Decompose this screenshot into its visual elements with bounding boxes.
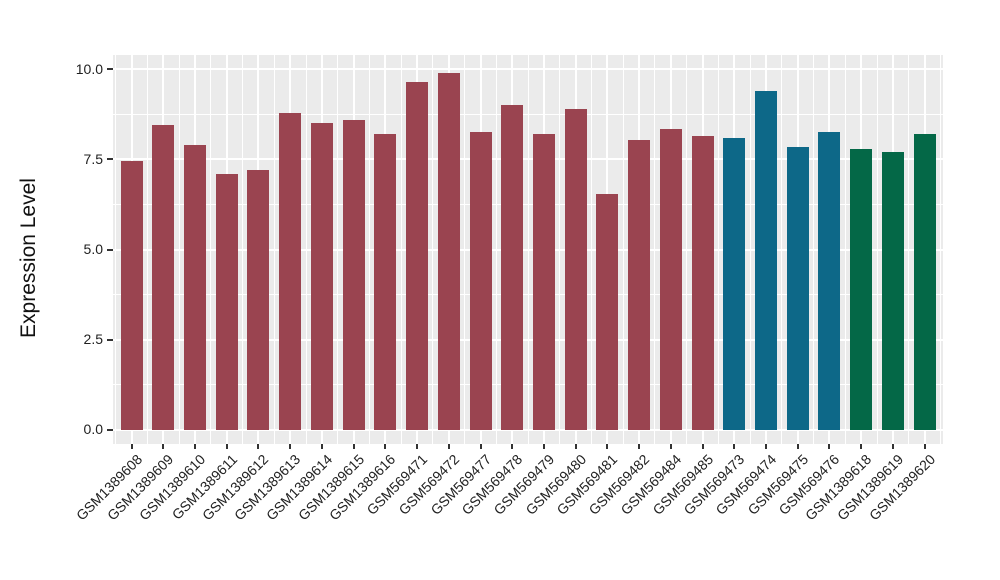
- bar: [374, 134, 397, 430]
- bar: [786, 146, 809, 430]
- bar: [881, 152, 904, 430]
- x-tick-mark: [162, 444, 165, 449]
- bar: [913, 134, 936, 430]
- x-tick-mark: [320, 444, 323, 449]
- bar: [532, 134, 555, 430]
- x-tick-mark: [194, 444, 197, 449]
- x-tick-mark: [796, 444, 799, 449]
- gridline-major-h: [113, 248, 943, 251]
- y-tick-label: 2.5: [83, 331, 103, 348]
- x-tick-mark: [701, 444, 704, 449]
- gridline-major-h: [113, 428, 943, 431]
- gridline-major-h: [113, 68, 943, 71]
- x-tick-mark: [130, 444, 133, 449]
- gridline-major-h: [113, 338, 943, 341]
- y-tick-label: 10.0: [75, 60, 103, 77]
- bar: [437, 73, 460, 430]
- y-tick-mark: [107, 68, 113, 71]
- x-tick-mark: [860, 444, 863, 449]
- bar: [628, 139, 651, 430]
- y-tick-label: 7.5: [83, 150, 103, 167]
- y-tick-mark: [107, 248, 113, 251]
- bar: [564, 109, 587, 430]
- y-axis-title: Expression Level: [17, 178, 40, 338]
- x-tick-mark: [733, 444, 736, 449]
- x-tick-mark: [257, 444, 260, 449]
- bar: [279, 112, 302, 430]
- plot-panel: [113, 55, 943, 444]
- x-tick-mark: [479, 444, 482, 449]
- y-tick-label: 5.0: [83, 241, 103, 257]
- y-tick-mark: [107, 338, 113, 341]
- x-tick-mark: [416, 444, 419, 449]
- x-tick-mark: [923, 444, 926, 449]
- bar: [596, 193, 619, 430]
- x-tick-mark: [765, 444, 767, 449]
- y-tick-mark: [107, 158, 113, 161]
- x-tick-mark: [447, 444, 450, 449]
- x-tick-mark: [574, 444, 577, 449]
- bar: [691, 136, 714, 430]
- bar: [215, 173, 238, 430]
- x-tick-mark: [384, 444, 387, 449]
- bar: [247, 170, 270, 430]
- bar: [755, 91, 777, 430]
- bar: [184, 145, 207, 430]
- bar: [723, 137, 746, 430]
- x-tick-mark: [828, 444, 831, 449]
- x-tick-mark: [289, 444, 292, 449]
- x-tick-mark: [638, 444, 641, 449]
- x-tick-mark: [669, 444, 672, 449]
- x-tick-mark: [606, 444, 609, 449]
- y-tick-mark: [107, 428, 113, 431]
- bar: [850, 148, 873, 430]
- x-tick-mark: [511, 444, 514, 449]
- x-tick-mark: [352, 444, 355, 449]
- bar: [310, 123, 333, 430]
- bar: [469, 132, 492, 430]
- y-tick-label: 0.0: [83, 421, 103, 438]
- bar: [120, 161, 143, 430]
- x-tick-mark: [225, 444, 228, 449]
- bar: [659, 128, 682, 430]
- bar: [152, 125, 175, 430]
- x-tick-mark: [891, 444, 894, 449]
- bar: [342, 119, 365, 430]
- bar: [818, 132, 841, 430]
- x-tick-mark: [542, 444, 545, 449]
- gridline-major-h: [113, 158, 943, 161]
- bar: [406, 82, 429, 430]
- bar: [501, 105, 524, 430]
